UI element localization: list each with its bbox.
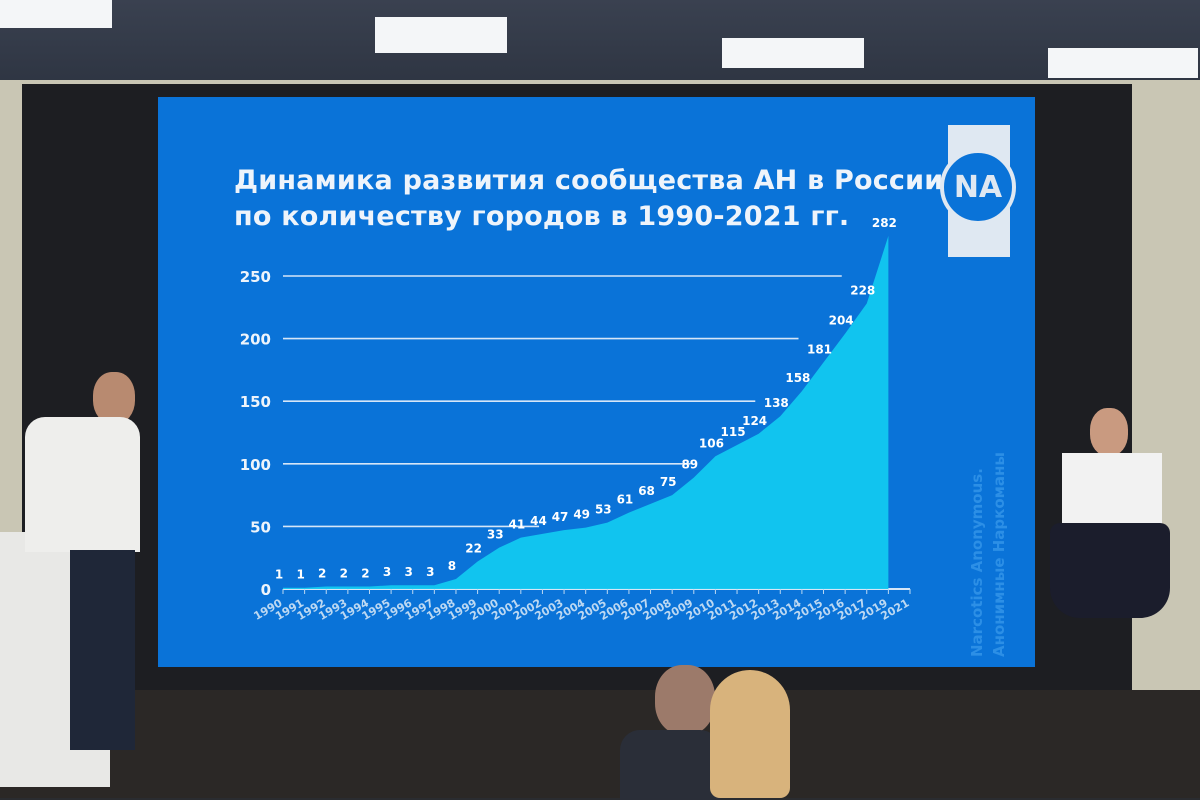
stage-floor [0,690,1200,798]
presentation-slide: Динамика развития сообщества АН в России… [158,97,1035,667]
data-label: 41 [508,518,525,532]
data-label: 89 [681,458,698,472]
data-label: 33 [487,528,504,542]
slide-title: Динамика развития сообщества АН в России… [234,163,943,235]
data-label: 204 [829,314,854,328]
data-label: 106 [699,436,724,450]
data-label: 2 [318,566,326,580]
y-tick-label: 200 [240,331,271,349]
data-label: 138 [764,396,789,410]
ceiling-light [1048,48,1198,78]
y-tick-label: 0 [261,581,271,599]
data-label: 53 [595,503,612,517]
data-label: 3 [383,565,391,579]
y-tick-label: 100 [240,456,271,474]
ceiling-light [375,17,507,53]
data-label: 44 [530,514,547,528]
data-label: 228 [850,284,875,298]
ceiling-light [0,0,112,28]
speaker-right [1050,408,1170,718]
audience-member [705,670,795,798]
data-label: 181 [807,342,832,356]
data-label: 68 [638,484,655,498]
na-logo: NA [940,149,1016,225]
y-tick-label: 50 [250,518,271,536]
data-label: 8 [448,559,456,573]
data-label: 49 [573,508,590,522]
data-label: 22 [465,541,482,555]
data-label: 3 [405,565,413,579]
data-label: 282 [872,216,897,230]
y-tick-label: 150 [240,393,271,411]
data-label: 47 [552,510,569,524]
data-label: 75 [660,475,677,489]
ceiling-light [722,38,864,68]
area-series [283,235,889,589]
title-line-2: по количеству городов в 1990-2021 гг. [234,201,850,232]
data-label: 1 [296,568,304,582]
audience-member [620,665,720,800]
logo-text: NA [953,169,1003,205]
data-label: 115 [721,425,746,439]
data-label: 2 [340,566,348,580]
speaker-left [25,372,140,757]
data-label: 3 [426,565,434,579]
title-line-1: Динамика развития сообщества АН в России [234,165,944,196]
data-label: 124 [742,414,767,428]
data-label: 158 [785,371,810,385]
data-label: 61 [617,493,634,507]
data-label: 2 [361,566,369,580]
data-label: 1 [275,568,283,582]
y-tick-label: 250 [240,268,271,286]
